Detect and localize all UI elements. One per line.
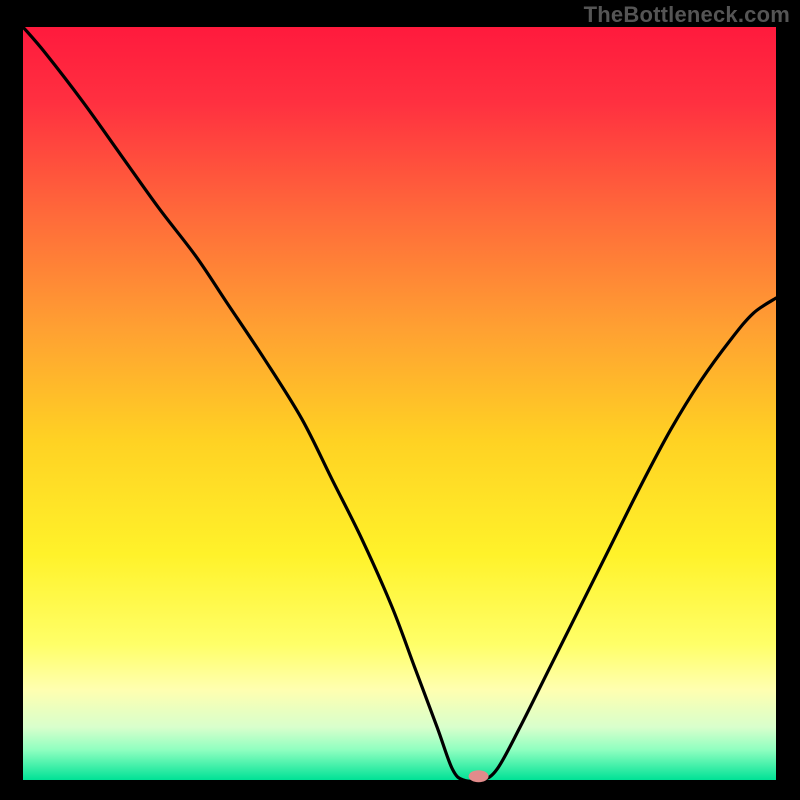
bottleneck-chart (0, 0, 800, 800)
optimal-marker (469, 770, 489, 782)
plot-background-gradient (23, 27, 776, 780)
watermark-text: TheBottleneck.com (584, 2, 790, 28)
